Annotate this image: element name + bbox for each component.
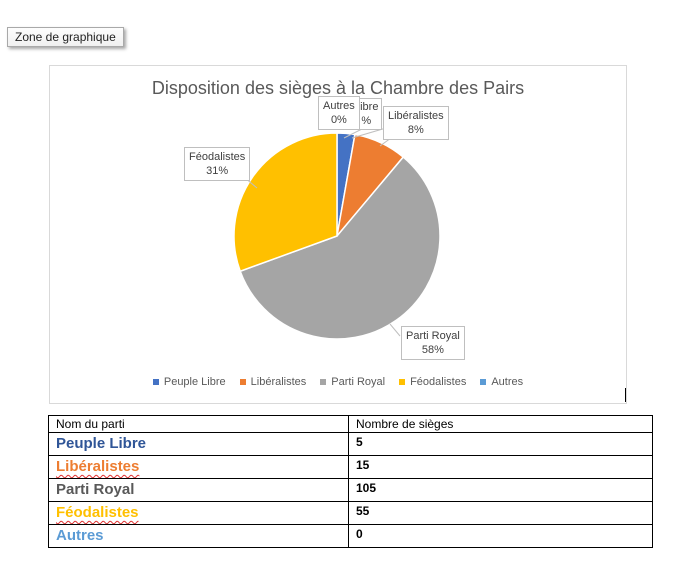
legend-item-feodalistes[interactable]: Féodalistes: [399, 376, 466, 388]
table-cell-seats[interactable]: 5: [348, 432, 653, 456]
seat-count: 55: [356, 504, 370, 518]
table-cell-name[interactable]: Autres: [48, 524, 349, 548]
table-row: Peuple Libre 5: [48, 432, 653, 456]
legend-label: Féodalistes: [410, 376, 467, 388]
data-label-name: Autres: [323, 100, 355, 112]
data-label-name: Parti Royal: [406, 330, 460, 342]
table-cell-name[interactable]: Libéralistes: [48, 455, 349, 479]
chart-area[interactable]: Disposition des sièges à la Chambre des …: [49, 65, 627, 404]
table-cell-name[interactable]: Parti Royal: [48, 478, 349, 502]
party-name: Parti Royal: [56, 481, 135, 498]
table-cell-seats[interactable]: 15: [348, 455, 653, 479]
table-header-cell[interactable]: Nom du parti: [48, 415, 349, 433]
party-name: Autres: [56, 527, 104, 544]
legend-swatch: [320, 379, 327, 385]
data-label-percent: 31%: [206, 165, 229, 177]
table-cell-name[interactable]: Peuple Libre: [48, 432, 349, 456]
data-label-liberalistes[interactable]: Libéralistes 8%: [383, 106, 449, 140]
data-label-percent: 0%: [330, 114, 347, 126]
seat-table[interactable]: Nom du parti Nombre de sièges Peuple Lib…: [48, 415, 653, 548]
legend-swatch: [480, 379, 487, 385]
legend-label: Autres: [491, 376, 524, 388]
pie-slice-parti-royal[interactable]: [239, 156, 441, 340]
leader-line: [389, 323, 401, 337]
legend-swatch: [239, 379, 246, 385]
party-name: Libéralistes: [56, 458, 140, 475]
legend-item-liberalistes[interactable]: Libéralistes: [239, 376, 307, 388]
seat-count: 15: [356, 458, 370, 472]
table-row: Autres 0: [48, 524, 653, 548]
table-cell-seats[interactable]: 105: [348, 478, 653, 502]
pie-slice-feodalistes[interactable]: [233, 132, 338, 273]
legend-swatch: [399, 379, 406, 385]
data-label-percent: 8%: [407, 124, 424, 136]
table-row: Parti Royal 105: [48, 478, 653, 502]
table-header-row: Nom du parti Nombre de sièges: [48, 415, 653, 433]
table-row: Libéralistes 15: [48, 455, 653, 479]
seat-count: 105: [356, 481, 377, 495]
legend-item-peuple-libre[interactable]: Peuple Libre: [152, 376, 226, 388]
table-header-cell[interactable]: Nombre de sièges: [348, 415, 653, 433]
chart-title: Disposition des sièges à la Chambre des …: [151, 78, 525, 98]
table-cell-seats[interactable]: 55: [348, 501, 653, 525]
chart-legend[interactable]: Peuple Libre Libéralistes Parti Royal Fé…: [50, 376, 626, 388]
data-label-percent: 58%: [421, 344, 444, 356]
party-name: Féodalistes: [56, 504, 139, 521]
text-cursor: [625, 388, 626, 402]
legend-item-parti-royal[interactable]: Parti Royal: [320, 376, 385, 388]
table-row: Féodalistes 55: [48, 501, 653, 525]
legend-item-autres[interactable]: Autres: [480, 376, 523, 388]
data-label-parti-royal[interactable]: Parti Royal 58%: [401, 326, 465, 360]
seat-count: 0: [356, 527, 363, 541]
legend-label: Peuple Libre: [163, 376, 226, 388]
chart-area-tooltip: Zone de graphique: [7, 27, 124, 47]
table-cell-name[interactable]: Féodalistes: [48, 501, 349, 525]
seat-count: 5: [356, 435, 363, 449]
data-label-autres[interactable]: Autres 0%: [318, 96, 360, 130]
table-cell-seats[interactable]: 0: [348, 524, 653, 548]
legend-label: Parti Royal: [331, 376, 386, 388]
data-label-name: Libéralistes: [388, 110, 444, 122]
legend-swatch: [152, 379, 159, 385]
party-name: Peuple Libre: [56, 435, 147, 452]
legend-label: Libéralistes: [250, 376, 307, 388]
data-label-name: Féodalistes: [189, 151, 246, 163]
data-label-name: Libre: [354, 101, 379, 113]
data-label-feodalistes[interactable]: Féodalistes 31%: [184, 147, 251, 181]
data-label-percent: %: [361, 115, 372, 127]
